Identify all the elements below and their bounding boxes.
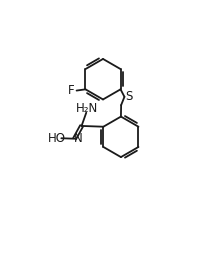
Text: H₂N: H₂N	[76, 102, 98, 115]
Text: N: N	[74, 132, 82, 145]
Text: S: S	[125, 89, 132, 103]
Text: F: F	[68, 84, 74, 97]
Text: HO: HO	[47, 132, 65, 145]
